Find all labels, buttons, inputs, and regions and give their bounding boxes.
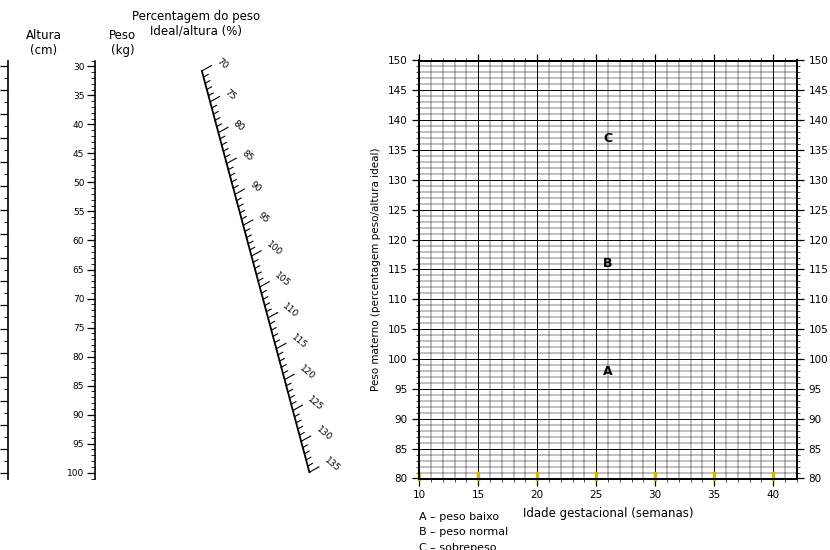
Text: A – peso baixo
B – peso normal
C – sobrepeso: A – peso baixo B – peso normal C – sobre… [419, 512, 509, 550]
Text: 100: 100 [265, 240, 284, 258]
Text: C: C [603, 131, 613, 145]
Text: B: B [603, 257, 613, 270]
Text: 130: 130 [315, 425, 333, 443]
Text: 70: 70 [215, 57, 229, 71]
Title: Peso
(kg): Peso (kg) [109, 29, 136, 57]
Text: A: A [603, 365, 613, 377]
Text: 125: 125 [306, 394, 325, 412]
X-axis label: Idade gestacional (semanas): Idade gestacional (semanas) [523, 507, 693, 520]
Text: 120: 120 [298, 364, 316, 381]
Text: 95: 95 [256, 211, 271, 225]
Text: 85: 85 [240, 149, 254, 163]
Text: Percentagem do peso
Ideal/altura (%): Percentagem do peso Ideal/altura (%) [132, 9, 260, 37]
Y-axis label: Peso materno (percentagem peso/altura ideal): Peso materno (percentagem peso/altura id… [370, 148, 380, 391]
Text: 90: 90 [248, 180, 262, 194]
Text: 105: 105 [273, 271, 292, 289]
Title: Altura
(cm): Altura (cm) [26, 29, 61, 57]
Text: 115: 115 [290, 332, 308, 350]
Text: 80: 80 [232, 118, 246, 133]
Text: 110: 110 [281, 301, 300, 320]
Text: 75: 75 [223, 87, 237, 102]
Text: 135: 135 [322, 456, 341, 474]
